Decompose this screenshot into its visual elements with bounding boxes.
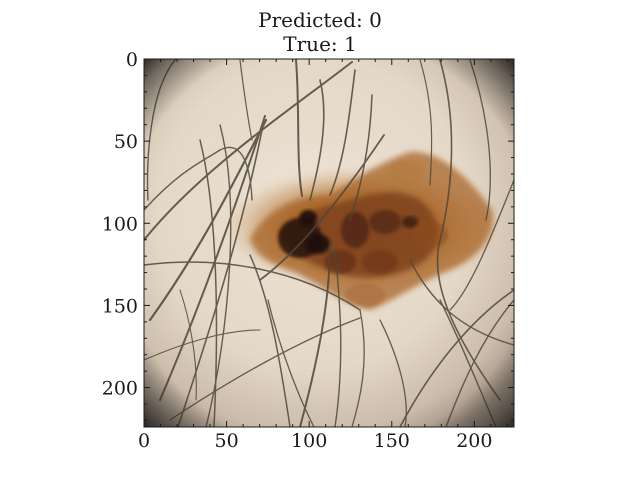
y-tick-label: 200 (102, 378, 138, 400)
title-predicted: Predicted: 0 (258, 8, 382, 32)
y-tick-label: 150 (102, 295, 138, 317)
y-tick-labels: 0 50 100 150 200 (102, 49, 138, 400)
x-tick-label: 200 (456, 430, 492, 452)
dermoscopy-image (144, 59, 514, 427)
axis-ticks (143, 58, 514, 427)
y-tick-label: 50 (114, 131, 138, 153)
x-tick-labels: 0 50 100 150 200 (138, 430, 493, 452)
x-tick-label: 150 (374, 430, 410, 452)
axes-frame (143, 58, 515, 428)
x-tick-label: 100 (291, 430, 327, 452)
x-tick-label: 50 (214, 430, 238, 452)
y-tick-label: 100 (102, 213, 138, 235)
y-tick-label: 0 (126, 49, 138, 71)
x-tick-label: 0 (138, 430, 150, 452)
title-true: True: 1 (283, 32, 357, 56)
